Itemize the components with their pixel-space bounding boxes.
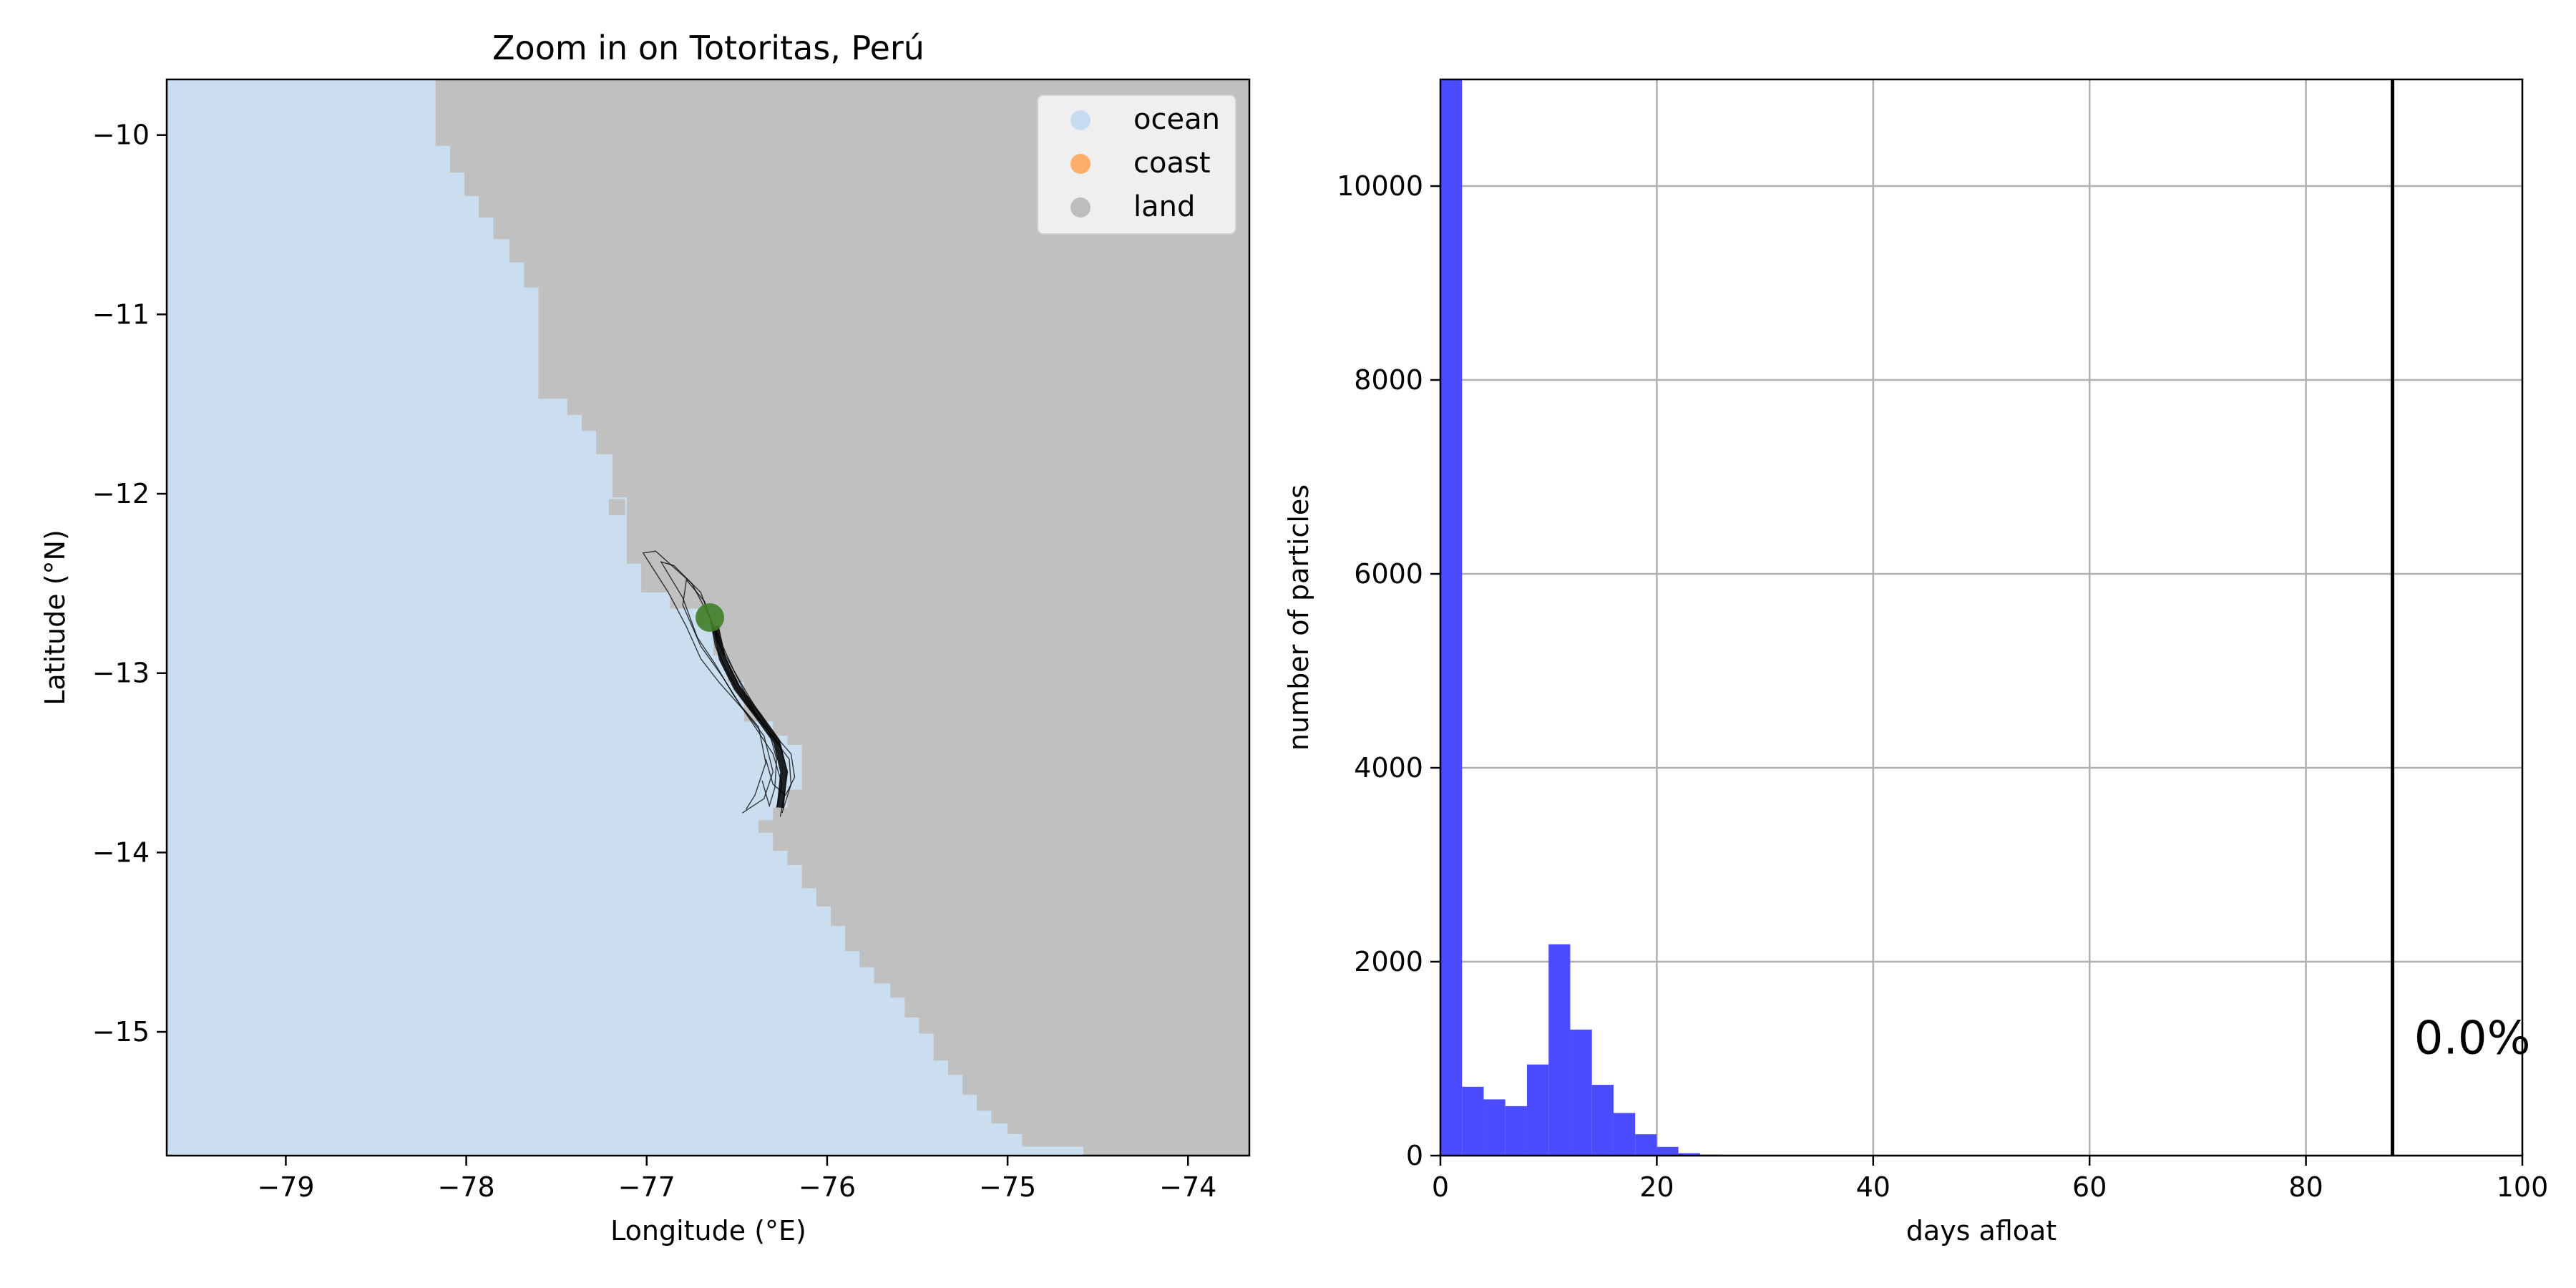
histogram-x-label: days afloat [1906,1215,2057,1246]
histogram-y-tick-label: 10000 [1337,170,1423,202]
particle-track [682,578,766,810]
histogram-bar [1462,1086,1484,1156]
histogram-y-label: number of particles [1283,484,1314,751]
legend-land-swatch [1070,197,1091,218]
histogram-y-axis: 0 2000 4000 6000 8000 10000 [1337,170,1440,1171]
histogram-bar [1657,1146,1679,1156]
particle-track [642,550,774,814]
percentage-annotation: 0.0% [2414,1013,2531,1065]
map-x-tick-label: −77 [618,1171,675,1203]
map-frame [165,78,1251,1157]
island-group [608,499,625,516]
histogram-background [1440,79,2522,1156]
histogram-x-tick-label: 80 [2288,1171,2323,1203]
histogram-x-tick-label: 60 [2072,1171,2107,1203]
map-x-tick-label: −76 [799,1171,856,1203]
legend-coast-swatch [1070,154,1091,174]
map-y-tick-label: −14 [92,836,150,868]
legend-entry-land: land [1070,190,1195,223]
histogram-x-tick-label: 0 [1432,1171,1449,1203]
release-site-marker [696,603,725,632]
histogram-x-axis: 0 20 40 60 80 100 [1432,1156,2548,1203]
particle-tracks [642,550,796,817]
histogram-bar [1526,1064,1549,1156]
map-y-axis: −10 −11 −12 −13 −14 −15 [92,119,167,1048]
histogram-x-tick-label: 100 [2497,1171,2549,1203]
map-title: Zoom in on Totoritas, Perú [492,29,924,67]
island [608,499,625,516]
map-y-tick-label: −15 [92,1016,150,1048]
histogram-bar [1505,1106,1527,1156]
map-y-tick-label: −11 [92,298,150,330]
histogram-bar [1635,1134,1657,1156]
legend-ocean-label: ocean [1133,103,1220,136]
histogram-y-tick-label: 8000 [1354,364,1423,396]
histogram-y-tick-label: 6000 [1354,558,1423,590]
map-x-tick-label: −75 [979,1171,1036,1203]
map-x-tick-label: −74 [1159,1171,1216,1203]
histogram-bar [1678,1153,1700,1156]
legend-entry-ocean: ocean [1070,103,1220,136]
histogram-panel: 0 20 40 60 80 100 0 2000 4000 6000 8000 10000 0.0%… [1283,78,2548,1246]
legend-ocean-swatch [1070,110,1091,130]
land-area [421,79,1249,1156]
map-legend: ocean coast land [1037,94,1236,235]
histogram-frame [1439,78,2524,1157]
histogram-bar [1570,1029,1592,1156]
map-x-tick-label: −79 [257,1171,314,1203]
histogram-bar [1613,1113,1636,1156]
map-x-tick-label: −78 [437,1171,494,1203]
map-panel: −79 −78 −77 −76 −75 −74 −10 −11 −12 −13 −14 −15 Zo… [39,29,1251,1246]
histogram-y-tick-label: 2000 [1354,946,1423,977]
histogram-bars [1440,79,1744,1156]
map-y-tick-label: −12 [92,478,150,509]
histogram-bar [1483,1099,1506,1156]
legend-entry-coast: coast [1070,147,1211,180]
map-y-tick-label: −13 [92,658,150,689]
histogram-x-tick-label: 20 [1639,1171,1674,1203]
map-y-tick-label: −10 [92,119,150,151]
legend-coast-label: coast [1133,147,1211,180]
legend-box [1037,94,1236,235]
histogram-y-tick-label: 4000 [1354,752,1423,784]
map-x-label: Longitude (°E) [610,1215,806,1246]
particle-track [660,561,783,808]
histogram-bar [1591,1085,1614,1156]
map-x-axis: −79 −78 −77 −76 −75 −74 [257,1156,1216,1203]
particle-track-dense [711,625,788,809]
legend-land-label: land [1133,190,1195,223]
histogram-x-tick-label: 40 [1856,1171,1890,1203]
histogram-bar [1440,79,1463,1156]
histogram-y-tick-label: 0 [1406,1140,1423,1171]
map-y-label: Latitude (°N) [39,530,71,706]
histogram-bar [1548,944,1571,1156]
